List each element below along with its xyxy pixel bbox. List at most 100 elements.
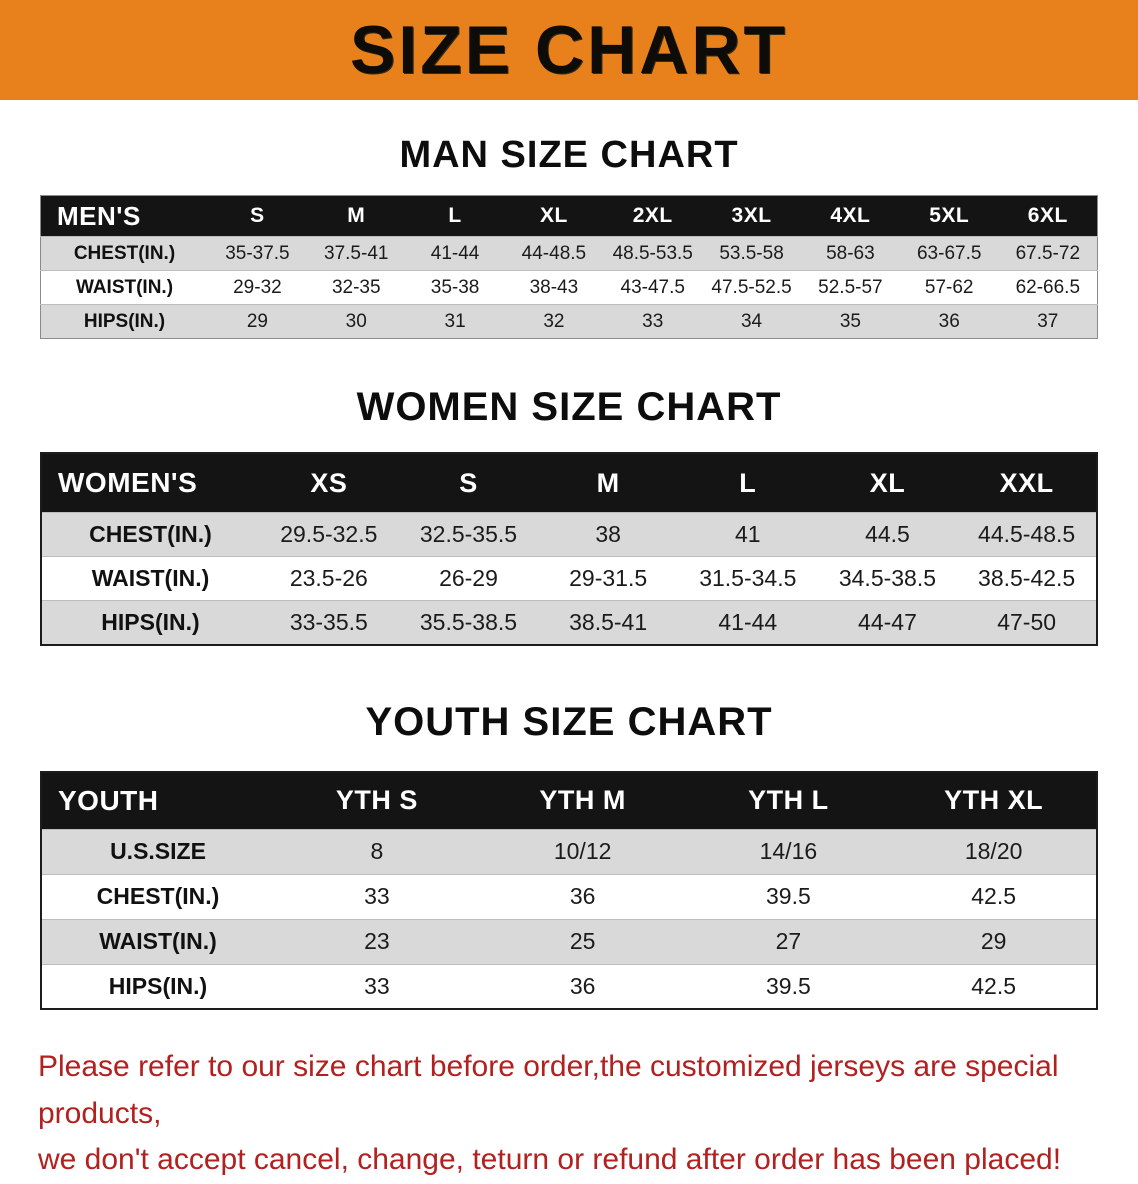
size-column-header: XL: [504, 195, 604, 237]
size-column-header: YTH XL: [891, 771, 1097, 829]
size-column-header: L: [677, 453, 818, 513]
size-value-cell: 39.5: [765, 972, 811, 999]
size-value-cell: 62-66.5: [1015, 276, 1081, 298]
table-row: HIPS(IN.) 29 30 31 32 33 34 35 36 37: [40, 304, 1098, 339]
size-value-cell: 41: [735, 521, 761, 547]
size-value-cell: 34: [740, 310, 763, 332]
size-value-cell: 39.5: [765, 883, 811, 909]
size-value-cell: 53.5-58: [719, 242, 784, 264]
table-row: CHEST(IN.) 29.5-32.5 32.5-35.5 38 41 44.5 44.5…: [41, 512, 1097, 557]
size-column-header: S: [208, 195, 307, 237]
size-value-cell: 23: [364, 928, 390, 954]
table-row: WAIST(IN.) 23.5-26 26-29 29-31.5 31.5-34.5 34…: [41, 556, 1097, 601]
row-label: WAIST(IN.): [99, 928, 217, 954]
size-value-cell: 36: [938, 310, 960, 332]
size-value-cell: 44-48.5: [521, 242, 587, 264]
men-section-heading: MAN SIZE CHART: [399, 134, 739, 176]
table-row: U.S.SIZE 8 10/12 14/16 18/20: [41, 829, 1097, 874]
row-label: HIPS(IN.): [101, 608, 200, 635]
size-value-cell: 52.5-57: [818, 276, 883, 298]
size-column-header: YTH L: [685, 771, 892, 829]
size-value-cell: 35-37.5: [225, 242, 290, 264]
size-value-cell: 32: [543, 310, 565, 332]
size-value-cell: 33: [364, 972, 390, 999]
table-row: CHEST(IN.) 33 36 39.5 42.5: [41, 874, 1097, 919]
size-value-cell: 35: [839, 310, 861, 332]
size-value-cell: 18/20: [964, 838, 1023, 864]
size-value-cell: 32-35: [331, 276, 381, 298]
footer-note-line-1: Please refer to our size chart before or…: [38, 1050, 1059, 1130]
row-label: WAIST(IN.): [75, 276, 174, 298]
size-value-cell: 33-35.5: [289, 608, 368, 635]
women-section-heading: WOMEN SIZE CHART: [356, 385, 782, 429]
size-column-header: 4XL: [800, 195, 900, 237]
size-column-header: M: [306, 195, 406, 237]
size-value-cell: 25: [569, 928, 596, 954]
size-value-cell: 35-38: [430, 276, 480, 298]
men-size-table: MEN'S S M L XL 2XL 3XL 4XL 5XL 6XL CHEST(IN.) 35-37…: [40, 195, 1098, 339]
size-column-header: XXL: [957, 453, 1097, 513]
size-column-header: 2XL: [603, 195, 703, 237]
size-value-cell: 27: [775, 928, 802, 954]
table-corner-label: WOMEN'S: [41, 453, 259, 513]
table-header-row: WOMEN'S XS S M L XL XXL: [41, 453, 1097, 513]
size-value-cell: 34.5-38.5: [838, 565, 937, 591]
table-header-row: YOUTH YTH S YTH M YTH L YTH XL: [41, 771, 1097, 829]
size-value-cell: 8: [370, 838, 384, 864]
size-column-header: YTH M: [479, 771, 686, 829]
size-value-cell: 43-47.5: [620, 276, 685, 298]
size-value-cell: 47.5-52.5: [711, 276, 792, 298]
size-value-cell: 41-44: [430, 242, 480, 264]
row-label: WAIST(IN.): [91, 565, 210, 591]
size-value-cell: 67.5-72: [1015, 242, 1081, 264]
footer-note-line-2: we don't accept cancel, change, teturn o…: [38, 1143, 1062, 1176]
size-column-header: M: [538, 453, 678, 513]
banner: SIZE CHART: [0, 0, 1138, 100]
size-value-cell: 58-63: [826, 242, 875, 264]
size-value-cell: 10/12: [553, 838, 612, 864]
size-value-cell: 33: [642, 310, 664, 332]
size-value-cell: 42.5: [971, 972, 1016, 999]
size-value-cell: 37: [1037, 310, 1059, 332]
size-value-cell: 37.5-41: [324, 242, 389, 264]
size-column-header: 5XL: [899, 195, 999, 237]
table-row: WAIST(IN.) 23 25 27 29: [41, 919, 1097, 964]
table-row: HIPS(IN.) 33 36 39.5 42.5: [41, 964, 1097, 1009]
table-corner-label: MEN'S: [40, 195, 208, 237]
size-value-cell: 38.5-42.5: [978, 565, 1076, 591]
size-value-cell: 57-62: [924, 276, 974, 298]
size-value-cell: 14/16: [759, 838, 818, 864]
section-women-size-chart: WOMEN SIZE CHART WOMEN'S XS S M L XL XXL CHEST(…: [0, 385, 1138, 646]
size-value-cell: 41-44: [718, 608, 778, 635]
size-column-header: 6XL: [998, 195, 1098, 237]
size-value-cell: 44.5-48.5: [978, 521, 1076, 547]
size-value-cell: 36: [569, 972, 596, 999]
row-label: HIPS(IN.): [108, 972, 208, 999]
size-value-cell: 35.5-38.5: [419, 608, 518, 635]
table-row: HIPS(IN.) 33-35.5 35.5-38.5 38.5-41 41-44 44-…: [41, 600, 1097, 645]
table-row: WAIST(IN.) 29-32 32-35 35-38 38-43 43-47.5 47.…: [40, 270, 1098, 305]
size-value-cell: 29-31.5: [569, 565, 648, 591]
size-value-cell: 23.5-26: [289, 565, 368, 591]
row-label: CHEST(IN.): [89, 521, 212, 547]
size-column-header: XS: [259, 453, 399, 513]
size-value-cell: 32.5-35.5: [419, 521, 518, 547]
youth-section-heading: YOUTH SIZE CHART: [365, 699, 773, 744]
size-column-header: S: [398, 453, 539, 513]
youth-size-table: YOUTH YTH S YTH M YTH L YTH XL U.S.SIZE 8 10/12…: [40, 770, 1098, 1010]
page-title: SIZE CHART: [350, 12, 788, 88]
size-value-cell: 29: [980, 928, 1007, 954]
size-value-cell: 36: [569, 883, 596, 909]
section-men-size-chart: MAN SIZE CHART MEN'S S M L XL 2XL 3XL 4XL 5XL 6XL…: [0, 134, 1138, 339]
size-column-header: 3XL: [702, 195, 801, 237]
size-value-cell: 38.5-41: [569, 608, 648, 635]
size-value-cell: 42.5: [971, 883, 1016, 909]
row-label: CHEST(IN.): [73, 242, 176, 264]
size-value-cell: 33: [364, 883, 390, 909]
size-value-cell: 31.5-34.5: [699, 565, 797, 591]
size-value-cell: 30: [345, 310, 367, 332]
size-value-cell: 29.5-32.5: [280, 521, 378, 547]
footer-note: Please refer to our size chart before or…: [0, 1044, 1138, 1184]
size-value-cell: 26-29: [439, 565, 498, 591]
